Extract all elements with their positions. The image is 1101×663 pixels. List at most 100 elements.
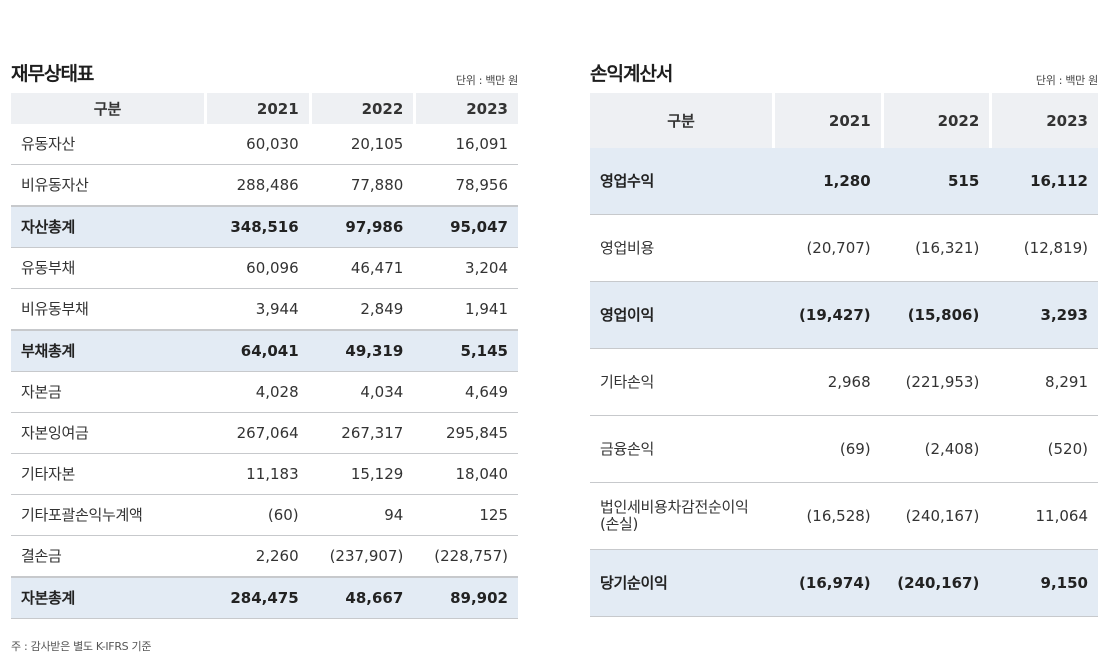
value-cell: 64,041 bbox=[204, 330, 309, 372]
value-cell: 15,129 bbox=[308, 454, 414, 495]
table-row: 유동부채 60,096 46,471 3,204 bbox=[11, 248, 518, 289]
income-statement-unit: 단위 : 백만 원 bbox=[1035, 74, 1098, 87]
row-label: 영업수익 bbox=[590, 148, 772, 215]
row-label: 자본금 bbox=[11, 372, 204, 413]
row-label: 법인세비용차감전순이익 (손실) bbox=[590, 483, 772, 550]
income-statement-panel: 손익계산서 단위 : 백만 원 구분 2021 2022 2023 영업수익 1,… bbox=[590, 56, 1098, 617]
value-cell: 18,040 bbox=[413, 454, 518, 495]
balance-sheet-unit: 단위 : 백만 원 bbox=[455, 74, 518, 87]
table-row: 영업비용 (20,707) (16,321) (12,819) bbox=[590, 215, 1098, 282]
value-cell: 16,112 bbox=[989, 148, 1098, 215]
row-label: 기타포괄손익누계액 bbox=[11, 495, 204, 536]
value-cell: (240,167) bbox=[880, 550, 990, 617]
total-row: 당기순이익 (16,974) (240,167) 9,150 bbox=[590, 550, 1098, 617]
value-cell: 1,941 bbox=[413, 289, 518, 330]
value-cell: (221,953) bbox=[880, 349, 990, 416]
value-cell: 5,145 bbox=[413, 330, 518, 372]
column-header: 2023 bbox=[989, 93, 1098, 148]
value-cell: 348,516 bbox=[204, 206, 309, 248]
value-cell: 60,030 bbox=[204, 124, 309, 165]
row-label: 자산총계 bbox=[11, 206, 204, 248]
column-header: 2023 bbox=[413, 93, 518, 124]
balance-sheet-header: 재무상태표 단위 : 백만 원 bbox=[11, 56, 518, 93]
column-header: 2021 bbox=[204, 93, 309, 124]
row-label: 금융손익 bbox=[590, 416, 772, 483]
value-cell: 46,471 bbox=[308, 248, 414, 289]
row-label: 영업이익 bbox=[590, 282, 772, 349]
row-label: 결손금 bbox=[11, 536, 204, 577]
total-row: 부채총계 64,041 49,319 5,145 bbox=[11, 330, 518, 372]
value-cell: (16,321) bbox=[880, 215, 990, 282]
column-header: 2021 bbox=[772, 93, 881, 148]
total-row: 영업이익 (19,427) (15,806) 3,293 bbox=[590, 282, 1098, 349]
row-label: 비유동자산 bbox=[11, 165, 204, 206]
row-label: 당기순이익 bbox=[590, 550, 772, 617]
value-cell: 77,880 bbox=[308, 165, 414, 206]
value-cell: (15,806) bbox=[880, 282, 990, 349]
column-header: 2022 bbox=[880, 93, 990, 148]
table-header-row: 구분 2021 2022 2023 bbox=[590, 93, 1098, 148]
table-row: 법인세비용차감전순이익 (손실) (16,528) (240,167) 11,064 bbox=[590, 483, 1098, 550]
column-header: 구분 bbox=[11, 93, 204, 124]
value-cell: 3,293 bbox=[989, 282, 1098, 349]
value-cell: 4,028 bbox=[204, 372, 309, 413]
row-label: 비유동부채 bbox=[11, 289, 204, 330]
income-statement-header: 손익계산서 단위 : 백만 원 bbox=[590, 56, 1098, 93]
value-cell: (69) bbox=[772, 416, 881, 483]
value-cell: (520) bbox=[989, 416, 1098, 483]
value-cell: 3,204 bbox=[413, 248, 518, 289]
row-label: 기타자본 bbox=[11, 454, 204, 495]
value-cell: 1,280 bbox=[772, 148, 881, 215]
value-cell: (20,707) bbox=[772, 215, 881, 282]
table-row: 비유동부채 3,944 2,849 1,941 bbox=[11, 289, 518, 330]
value-cell: 97,986 bbox=[308, 206, 414, 248]
value-cell: 295,845 bbox=[413, 413, 518, 454]
row-label: 유동자산 bbox=[11, 124, 204, 165]
table-row: 비유동자산 288,486 77,880 78,956 bbox=[11, 165, 518, 206]
table-row: 금융손익 (69) (2,408) (520) bbox=[590, 416, 1098, 483]
value-cell: 267,064 bbox=[204, 413, 309, 454]
value-cell: 94 bbox=[308, 495, 414, 536]
value-cell: 284,475 bbox=[204, 577, 309, 619]
value-cell: 2,849 bbox=[308, 289, 414, 330]
total-row: 자본총계 284,475 48,667 89,902 bbox=[11, 577, 518, 619]
value-cell: 267,317 bbox=[308, 413, 414, 454]
value-cell: (2,408) bbox=[880, 416, 990, 483]
balance-sheet-panel: 재무상태표 단위 : 백만 원 구분 2021 2022 2023 유동자산 60… bbox=[11, 56, 518, 619]
column-header: 2022 bbox=[308, 93, 414, 124]
income-statement-title: 손익계산서 bbox=[590, 63, 673, 85]
value-cell: (240,167) bbox=[880, 483, 990, 550]
table-row: 결손금 2,260 (237,907) (228,757) bbox=[11, 536, 518, 577]
value-cell: 288,486 bbox=[204, 165, 309, 206]
value-cell: (237,907) bbox=[308, 536, 414, 577]
value-cell: 4,034 bbox=[308, 372, 414, 413]
row-label: 자본잉여금 bbox=[11, 413, 204, 454]
row-label: 자본총계 bbox=[11, 577, 204, 619]
value-cell: 2,260 bbox=[204, 536, 309, 577]
row-label: 부채총계 bbox=[11, 330, 204, 372]
value-cell: 8,291 bbox=[989, 349, 1098, 416]
value-cell: 16,091 bbox=[413, 124, 518, 165]
value-cell: 89,902 bbox=[413, 577, 518, 619]
table-row: 자본금 4,028 4,034 4,649 bbox=[11, 372, 518, 413]
income-statement-table: 구분 2021 2022 2023 영업수익 1,280 515 16,112 영업비용… bbox=[590, 93, 1098, 617]
column-header: 구분 bbox=[590, 93, 772, 148]
balance-sheet-table: 구분 2021 2022 2023 유동자산 60,030 20,105 16,091… bbox=[11, 93, 518, 619]
value-cell: 515 bbox=[880, 148, 990, 215]
value-cell: 2,968 bbox=[772, 349, 881, 416]
value-cell: 9,150 bbox=[989, 550, 1098, 617]
row-label: 유동부채 bbox=[11, 248, 204, 289]
balance-sheet-body: 유동자산 60,030 20,105 16,091 비유동자산 288,486 77,880… bbox=[11, 124, 518, 619]
total-row: 영업수익 1,280 515 16,112 bbox=[590, 148, 1098, 215]
value-cell: 48,667 bbox=[308, 577, 414, 619]
total-row: 자산총계 348,516 97,986 95,047 bbox=[11, 206, 518, 248]
value-cell: 4,649 bbox=[413, 372, 518, 413]
value-cell: (16,528) bbox=[772, 483, 881, 550]
value-cell: (16,974) bbox=[772, 550, 881, 617]
footnote: 주 : 감사받은 별도 K-IFRS 기준 bbox=[11, 640, 152, 653]
table-row: 기타손익 2,968 (221,953) 8,291 bbox=[590, 349, 1098, 416]
table-row: 기타포괄손익누계액 (60) 94 125 bbox=[11, 495, 518, 536]
value-cell: (228,757) bbox=[413, 536, 518, 577]
row-label: 기타손익 bbox=[590, 349, 772, 416]
income-statement-body: 영업수익 1,280 515 16,112 영업비용 (20,707) (16,321) (1… bbox=[590, 148, 1098, 617]
